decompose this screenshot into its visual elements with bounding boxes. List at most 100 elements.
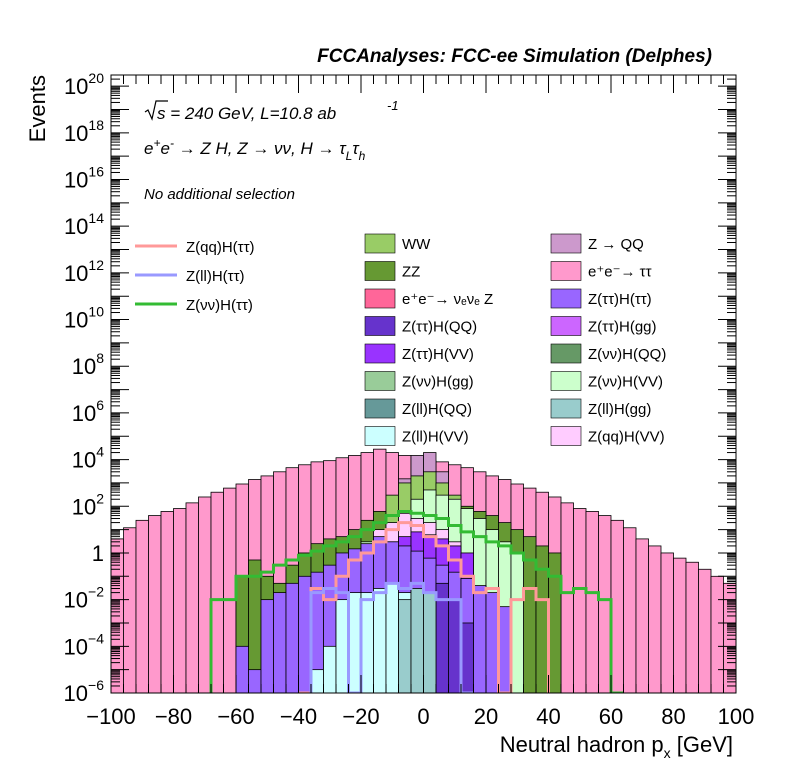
stack-10 [398,588,437,693]
svg-text:s = 240 GeV, L=10.8 ab: s = 240 GeV, L=10.8 ab [157,104,336,123]
chart-header: FCCAnalyses: FCC-ee Simulation (Delphes) [317,46,712,67]
y-tick-label: 104 [72,444,104,473]
y-tick-label: 10−2 [64,584,105,613]
bar [635,538,649,693]
x-tick-label: −40 [280,704,317,729]
legend-line-label: Z(qq)H(ττ) [186,239,255,256]
legend-fill-label: Z(νν)H(VV) [588,374,663,391]
bar [698,568,712,693]
legend-fill-label: Z(νν)H(QQ) [588,346,666,363]
bar [360,592,374,693]
x-tick-label: −100 [86,704,136,729]
legend-fill-swatch [550,371,582,391]
legend-fills: WW Z → QQ ZZ e⁺e⁻→ ττ e⁺e⁻→ νₑνₑ Z Z(ττ)H(ττ)… [364,233,666,446]
bar [448,599,462,693]
bar [373,588,387,693]
legend-fill-swatch [550,398,582,419]
bar [560,502,574,693]
bar [398,599,412,693]
legend-fill-label: Z(ττ)H(VV) [402,346,474,363]
legend-fill-label: Z(νν)H(gg) [402,374,474,391]
bar [223,487,237,693]
bar [498,606,512,693]
bar [410,588,424,693]
bar [485,592,499,693]
x-tick-label: 0 [417,704,429,729]
x-tick-label: −20 [342,704,379,729]
bar [473,585,487,693]
bar [510,552,524,693]
y-tick-label: 1010 [64,304,104,333]
y-tick-label: 102 [72,490,104,519]
bar [710,575,724,693]
legend-fill-swatch [550,343,582,364]
x-tick-label: 60 [599,704,623,729]
y-tick-label: 1020 [64,70,104,99]
x-tick-label: 80 [661,704,685,729]
x-axis-title: Neutral hadron px [GeV] [500,732,733,761]
svg-text:-1: -1 [387,98,399,113]
bar [273,592,287,693]
legend-fill-label: Z(qq)H(VV) [588,429,665,446]
legend-fill-swatch [550,316,582,336]
bar [623,527,637,693]
bar [598,515,612,693]
legend-fill-swatch [364,316,396,336]
bar [423,592,437,693]
legend-fill-label: Z(ττ)H(QQ) [402,319,477,336]
bar [460,622,474,693]
line-series-2 [209,509,624,693]
legend-line-label: Z(ll)H(ττ) [186,268,245,285]
bar [298,575,312,693]
y-tick-label: 106 [72,397,104,426]
bar [285,582,299,693]
legend-fill-label: Z → QQ [588,236,644,253]
bar [135,519,149,693]
y-tick-label: 1018 [64,117,104,146]
line-series-0 [298,521,550,693]
bar [685,561,699,693]
legend-fill-swatch [364,398,396,419]
x-tick-label: 20 [474,704,498,729]
bar [673,557,687,693]
y-tick-labels: 10−6 10−4 10−2 1 102 104 106 108 1010 1012 1014 101… [64,70,105,706]
y-tick-label: 10−4 [64,630,105,659]
y-tick-label: 1016 [64,164,104,193]
legend-fill-label: ZZ [402,264,420,281]
y-tick-label: 1014 [64,210,104,239]
legend-fill-label: Z(ττ)H(ττ) [588,291,652,308]
legend-fill-label: Z(ττ)H(gg) [588,319,657,336]
x-tick-label: 40 [536,704,560,729]
legend-fill-swatch [550,288,582,309]
y-tick-label: 108 [72,350,104,379]
sqrt-symbol [144,100,168,121]
legend-fill-swatch [550,261,582,281]
legend-fill-swatch [364,261,396,281]
x-tick-labels: −100 −80 −60 −40 −20 0 20 40 60 80 100 [86,704,754,729]
y-tick-label: 10−6 [64,677,105,706]
bar [248,669,262,693]
legend-fill-label: WW [402,236,431,253]
legend-fill-swatch [364,233,396,254]
bar [335,599,349,693]
bar [148,515,162,693]
bar [160,511,174,693]
selection-annotation: No additional selection [144,186,295,203]
bar [235,645,249,693]
axis-ticks [110,74,737,694]
bar [548,552,562,693]
legend-fill-label: Z(ll)H(QQ) [402,401,472,418]
y-tick-label: 1012 [64,257,104,286]
process-annotation: e+e- → Z H, Z → νν, H → τLτh [144,136,366,163]
bar [260,599,274,693]
x-tick-label: 100 [718,704,755,729]
bar [210,491,224,693]
legend-fill-swatch [364,371,396,391]
bar [310,669,324,693]
legend-fill-swatch [550,426,582,446]
legend-line-label: Z(νν)H(ττ) [186,297,253,314]
bar [323,645,337,693]
bar [348,592,362,693]
bar [385,582,399,693]
